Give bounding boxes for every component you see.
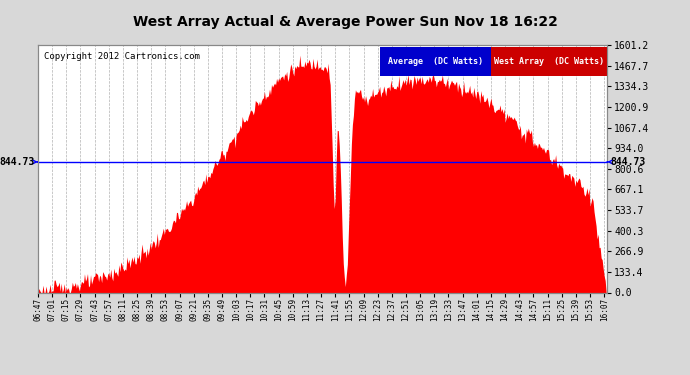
Text: Average  (DC Watts): Average (DC Watts) [388, 57, 482, 66]
Text: 844.73: 844.73 [0, 157, 38, 167]
Text: West Array  (DC Watts): West Array (DC Watts) [494, 57, 604, 66]
Text: West Array Actual & Average Power Sun Nov 18 16:22: West Array Actual & Average Power Sun No… [132, 15, 558, 29]
FancyBboxPatch shape [491, 48, 607, 76]
FancyBboxPatch shape [380, 48, 491, 76]
Text: 844.73: 844.73 [607, 157, 645, 167]
Text: Copyright 2012 Cartronics.com: Copyright 2012 Cartronics.com [43, 53, 199, 62]
